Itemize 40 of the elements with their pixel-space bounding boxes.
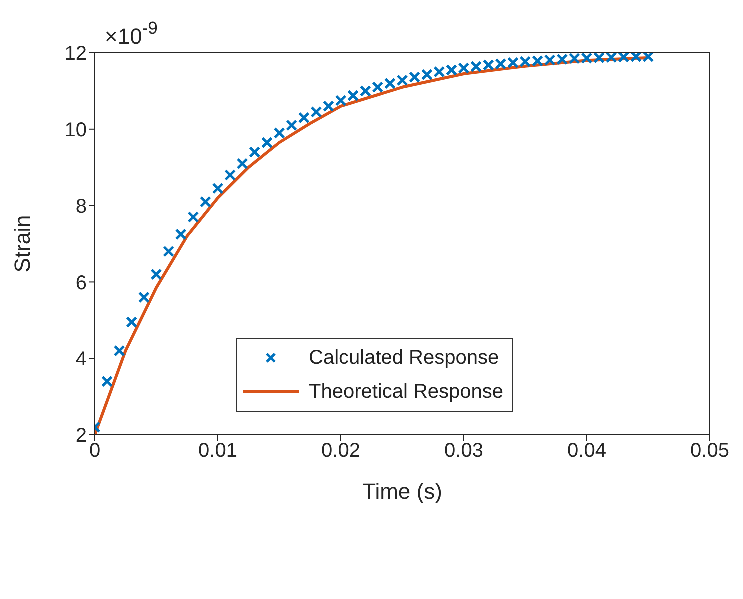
x-axis-title: Time (s) — [362, 479, 442, 504]
point — [286, 120, 298, 132]
y-tick-label: 10 — [64, 120, 87, 142]
point — [372, 82, 384, 94]
x-tick-label: 0.02 — [322, 440, 360, 462]
point — [200, 196, 212, 208]
text: ×10$^{-9}$ — [105, 18, 158, 49]
point — [348, 90, 360, 102]
y-tick-label: 4 — [76, 348, 87, 371]
legend-label: Theoretical Response — [309, 380, 504, 404]
point — [236, 158, 248, 170]
point — [261, 136, 273, 149]
point — [102, 376, 114, 388]
point — [114, 345, 126, 357]
point — [298, 112, 310, 124]
y-tick-label: 12 — [64, 43, 87, 66]
point — [310, 106, 322, 118]
point — [163, 246, 175, 258]
y-tick-label: 8 — [76, 196, 87, 218]
y-tick-label: 6 — [76, 272, 87, 294]
point — [175, 228, 187, 240]
legend-label: Calculated Response — [309, 346, 500, 370]
point — [126, 316, 138, 328]
x-tick-label: 0.03 — [444, 440, 484, 462]
y-axis-title: Strain — [10, 215, 35, 273]
point — [335, 94, 347, 107]
point — [224, 169, 236, 182]
point — [249, 146, 261, 158]
point — [150, 268, 162, 280]
x-tick-label: 0.01 — [198, 440, 238, 462]
x-tick-label: 0 — [89, 440, 101, 462]
y-tick-label: 2 — [76, 425, 87, 448]
x-tick-label: 0.05 — [690, 440, 730, 462]
point — [274, 127, 286, 140]
point — [322, 100, 334, 112]
x-tick-label: 0.04 — [568, 440, 606, 462]
point — [138, 292, 150, 304]
point — [212, 182, 224, 194]
point — [188, 211, 200, 224]
point — [360, 85, 372, 97]
